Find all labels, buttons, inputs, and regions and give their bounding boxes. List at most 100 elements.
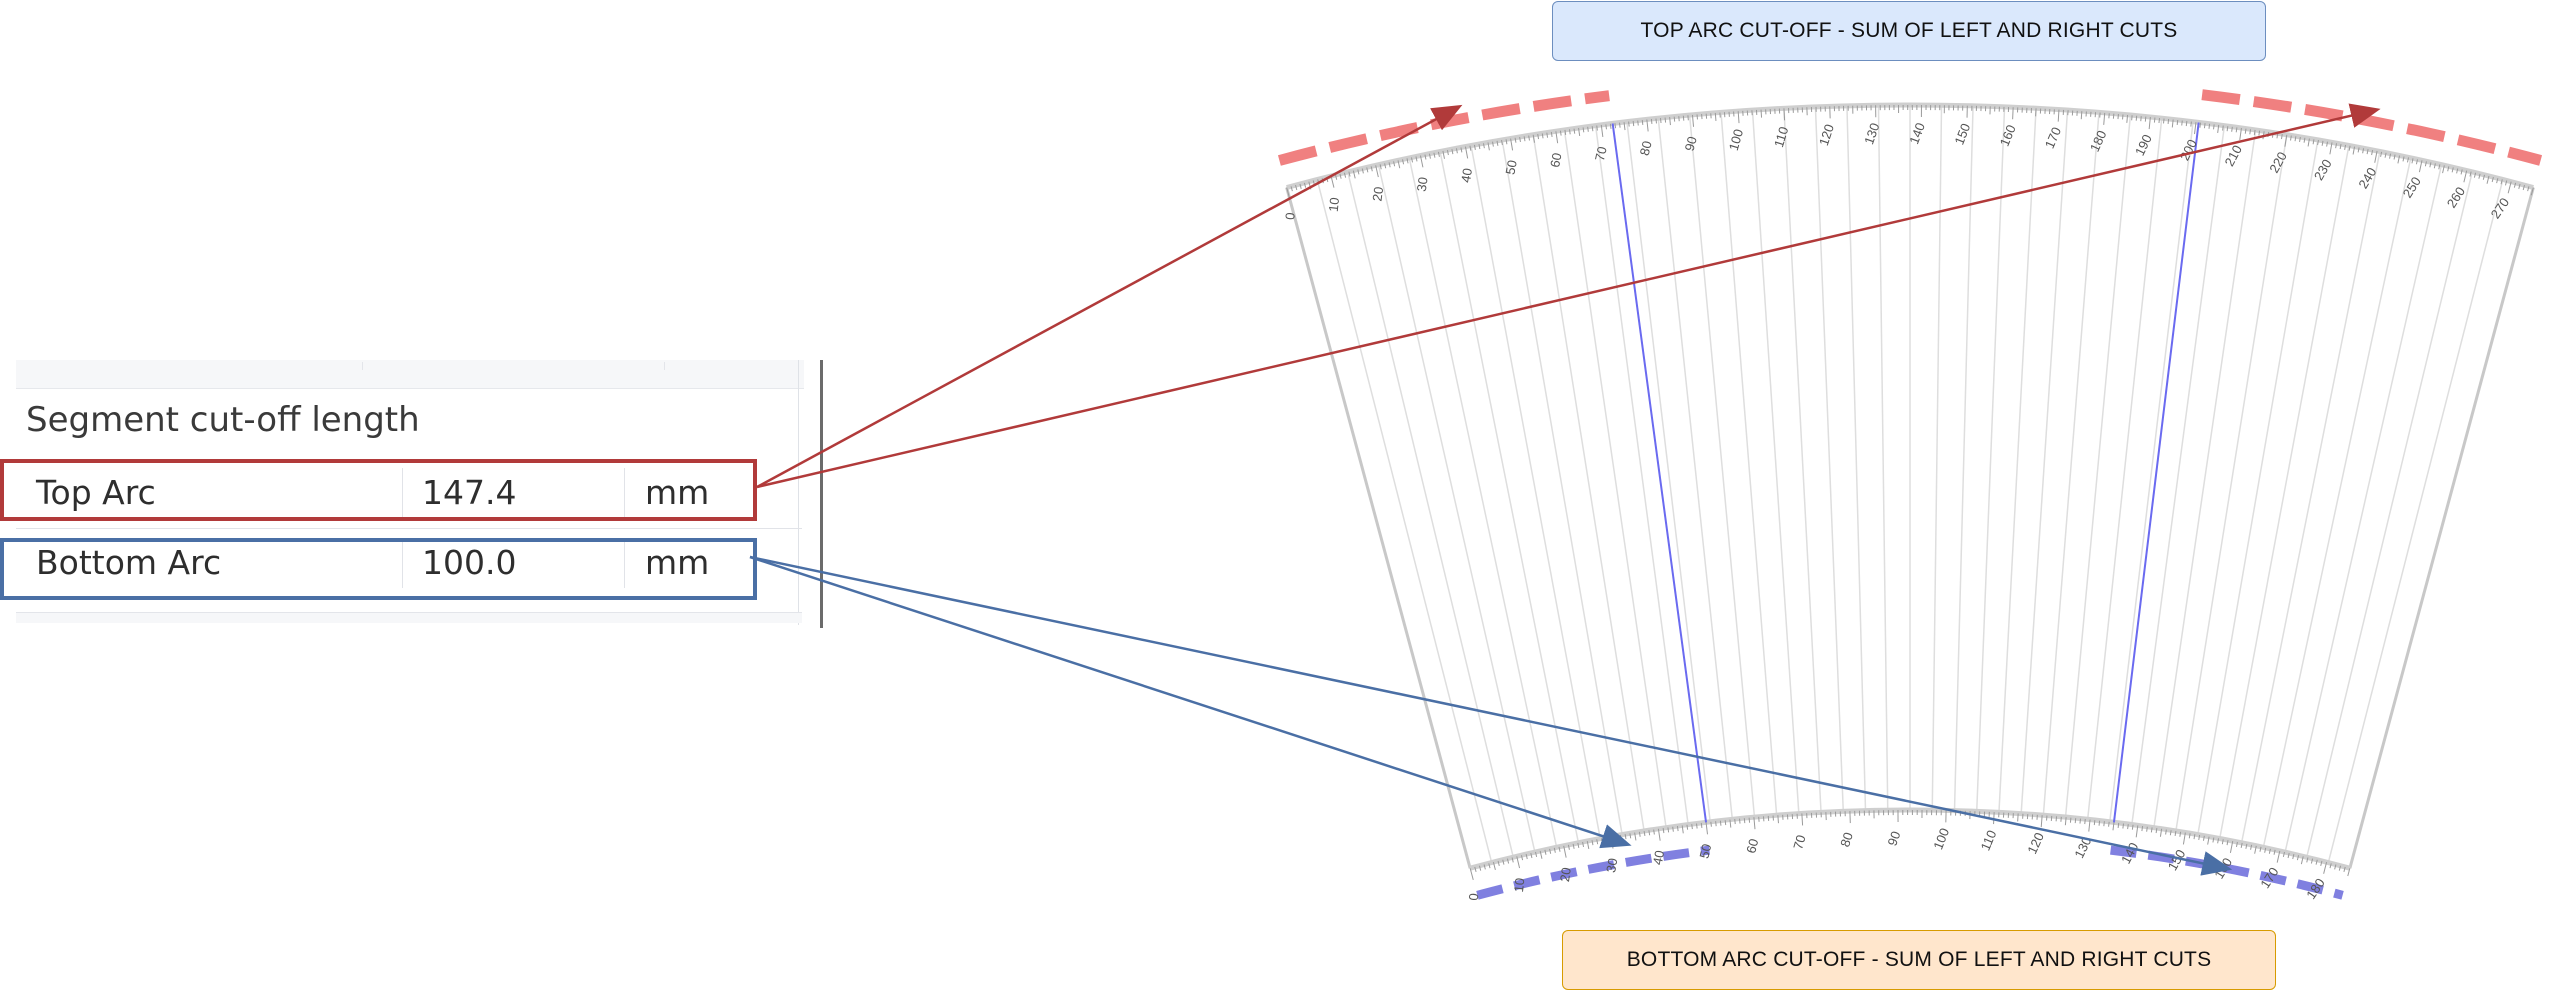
scale-tick	[2320, 860, 2323, 866]
scale-tick	[2131, 824, 2134, 830]
scale-label: 80	[1837, 830, 1856, 848]
scale-tick	[1446, 149, 1449, 156]
radial-guide	[2042, 112, 2100, 816]
scale-tick	[2185, 120, 2188, 127]
scale-tick	[1681, 825, 1684, 834]
scale-tick	[2245, 843, 2248, 849]
scale-tick	[2199, 122, 2202, 128]
scale-tick	[2231, 126, 2233, 132]
scale-tick	[1600, 124, 1604, 137]
scale-tick	[1724, 820, 1727, 826]
scale-tick	[1501, 140, 1503, 146]
scale-tick	[2190, 121, 2192, 127]
scale-tick	[2329, 863, 2332, 869]
scale-tick	[2181, 120, 2183, 126]
scale-tick	[1510, 138, 1514, 151]
scale-tick	[2442, 165, 2445, 174]
radial-guide	[2262, 157, 2412, 848]
scale-tick	[1523, 136, 1526, 142]
scale-tick	[2093, 820, 2096, 826]
scale-tick	[1455, 148, 1458, 154]
scale-tick	[2080, 111, 2083, 120]
scale-tick	[2513, 182, 2517, 188]
scale-tick	[2486, 175, 2490, 184]
scale-tick	[2135, 825, 2139, 838]
scale-tick	[2240, 842, 2243, 848]
row-unit: mm	[645, 473, 710, 512]
scale-tick	[2402, 156, 2405, 162]
scale-tick	[2108, 821, 2110, 827]
scale-tick	[2352, 146, 2356, 155]
scale-tick	[2208, 123, 2211, 129]
scale-tick	[2221, 839, 2224, 845]
scale-tick	[1424, 154, 1427, 160]
scale-tick	[2171, 119, 2174, 128]
scale-tick	[2103, 821, 2105, 827]
scale-tick	[2334, 864, 2337, 870]
scale-label: 140	[1906, 121, 1928, 147]
cut-line	[2112, 122, 2200, 823]
scale-tick	[1433, 152, 1436, 158]
scale-tick	[1520, 855, 1524, 861]
radial-guide	[1532, 134, 1645, 832]
radial-guide	[2284, 164, 2443, 853]
top-arc-connector	[756, 104, 1463, 489]
scale-tick	[1638, 831, 1641, 837]
scale-tick	[1572, 843, 1575, 849]
radial-guide	[1377, 164, 1536, 853]
scale-tick	[1710, 821, 1712, 827]
scale-tick	[1295, 185, 1298, 191]
scale-tick	[2155, 828, 2158, 834]
scale-tick	[2188, 833, 2191, 839]
scale-tick	[1783, 108, 1786, 121]
radial-guide	[2175, 134, 2288, 832]
scale-tick	[1505, 139, 1508, 145]
scale-tick	[1330, 175, 1335, 188]
scale-tick	[1691, 114, 1695, 127]
scale-label: 110	[1771, 125, 1791, 149]
scale-tick	[1464, 146, 1469, 159]
scale-tick	[2380, 151, 2383, 157]
scale-label: 170	[2042, 125, 2064, 151]
scale-tick	[2207, 836, 2210, 845]
scale-label: 30	[1414, 176, 1431, 192]
strip-divider	[664, 362, 665, 370]
scale-tick	[2165, 829, 2167, 835]
scale-tick	[1388, 162, 1391, 168]
scale-tick	[1686, 824, 1689, 830]
template-edge	[2348, 187, 2535, 869]
scale-tick	[1559, 130, 1562, 136]
scale-tick	[2202, 835, 2205, 841]
scale-label: 210	[2222, 143, 2245, 169]
scale-tick	[1664, 117, 1667, 123]
scale-tick	[1357, 169, 1360, 175]
row-value[interactable]: 100.0	[422, 543, 517, 582]
scale-tick	[2244, 128, 2247, 134]
radial-guide	[2064, 115, 2132, 818]
scale-tick	[2174, 830, 2177, 837]
scale-tick	[2522, 185, 2525, 191]
scale-tick	[2491, 177, 2494, 183]
scale-tick	[1375, 165, 1379, 178]
scale-tick	[2307, 138, 2310, 147]
scale-tick	[1655, 118, 1657, 124]
scale-tick	[1691, 824, 1693, 830]
scale-tick	[2415, 159, 2418, 165]
top-arc-connector	[756, 103, 2381, 489]
row-value[interactable]: 147.4	[422, 473, 517, 512]
scale-tick	[1587, 126, 1589, 132]
scale-tick	[1469, 145, 1472, 151]
table-row-top-arc: Top Arc 147.4 mm	[16, 464, 802, 522]
scale-label: 180	[2303, 875, 2328, 901]
radial-guide	[1720, 112, 1778, 816]
scale-tick	[1577, 842, 1580, 848]
scale-tick	[2292, 854, 2295, 860]
scale-label: 100	[1726, 127, 1746, 152]
scale-label: 220	[2266, 149, 2290, 175]
scale-tick	[1657, 828, 1661, 841]
radial-guide	[2327, 179, 2504, 863]
radial-guide	[1408, 157, 1558, 848]
scale-tick	[1514, 137, 1517, 143]
scale-tick	[1648, 830, 1651, 836]
scale-tick	[1370, 166, 1373, 172]
